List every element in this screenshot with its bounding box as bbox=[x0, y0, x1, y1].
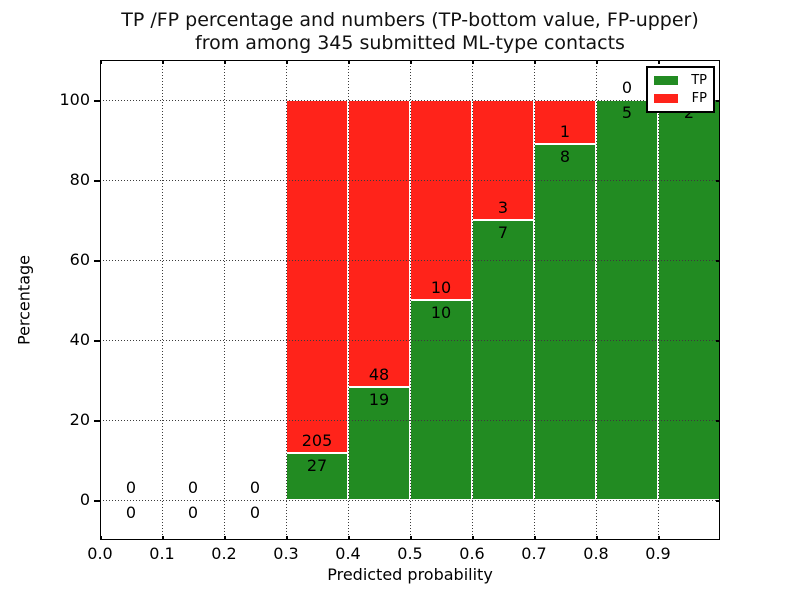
y-tick-mark-right bbox=[716, 500, 720, 502]
x-tick-label: 0.1 bbox=[149, 544, 175, 563]
gridline-vertical bbox=[224, 60, 225, 540]
fp-count-label: 205 bbox=[301, 431, 333, 451]
x-tick-mark bbox=[534, 536, 536, 540]
x-tick-label: 0.6 bbox=[459, 544, 485, 563]
x-tick-label: 0.5 bbox=[397, 544, 423, 563]
y-tick-label: 60 bbox=[69, 250, 90, 269]
fp-count-label: 0 bbox=[187, 478, 199, 497]
y-tick-mark-right bbox=[716, 260, 720, 262]
x-tick-mark-top bbox=[348, 60, 350, 64]
y-tick-label: 80 bbox=[69, 170, 90, 189]
y-tick-mark-right bbox=[716, 340, 720, 342]
y-tick-mark-right bbox=[716, 180, 720, 182]
chart-title-line2: from among 345 submitted ML-type contact… bbox=[195, 32, 625, 54]
y-tick-mark-right bbox=[716, 420, 720, 422]
y-tick-label: 20 bbox=[69, 410, 90, 429]
x-tick-label: 0.8 bbox=[583, 544, 609, 563]
y-tick-label: 40 bbox=[69, 330, 90, 349]
chart-title-line1: TP /FP percentage and numbers (TP-bottom… bbox=[121, 9, 699, 31]
x-axis-label: Predicted probability bbox=[327, 565, 493, 584]
fp-bar-segment bbox=[286, 100, 348, 454]
fp-color-swatch-icon bbox=[654, 94, 678, 103]
x-tick-label: 0.2 bbox=[211, 544, 237, 563]
x-tick-mark bbox=[596, 536, 598, 540]
tp-count-label: 7 bbox=[497, 223, 509, 242]
legend-item-fp: FP bbox=[654, 91, 707, 106]
y-tick-label: 100 bbox=[59, 90, 90, 109]
x-tick-mark-top bbox=[472, 60, 474, 64]
x-tick-label: 0.4 bbox=[335, 544, 361, 563]
fp-count-label: 1 bbox=[559, 122, 571, 142]
tp-bar-segment bbox=[534, 144, 596, 500]
gridline-vertical bbox=[410, 60, 411, 540]
tp-color-swatch-icon bbox=[654, 76, 678, 85]
fp-count-label: 0 bbox=[621, 78, 633, 97]
tp-count-label: 0 bbox=[187, 503, 199, 522]
y-tick-mark-right bbox=[716, 100, 720, 102]
gridline-vertical bbox=[286, 60, 287, 540]
fp-count-label: 10 bbox=[430, 278, 452, 297]
y-tick-mark bbox=[94, 180, 100, 182]
y-tick-mark bbox=[94, 100, 100, 102]
x-tick-mark bbox=[224, 536, 226, 540]
x-tick-label: 0.9 bbox=[645, 544, 671, 563]
legend-label-fp: FP bbox=[691, 91, 707, 106]
fp-count-label: 0 bbox=[125, 478, 137, 497]
x-tick-mark bbox=[100, 536, 102, 540]
x-tick-mark-top bbox=[658, 60, 660, 64]
x-tick-mark-top bbox=[100, 60, 102, 64]
tp-count-label: 8 bbox=[559, 147, 571, 167]
x-tick-mark bbox=[410, 536, 412, 540]
x-tick-label: 0.7 bbox=[521, 544, 547, 563]
y-tick-mark bbox=[94, 420, 100, 422]
tp-bar-segment bbox=[410, 300, 472, 500]
tp-count-label: 27 bbox=[306, 456, 328, 476]
x-tick-mark-top bbox=[224, 60, 226, 64]
fp-count-label: 3 bbox=[497, 198, 509, 217]
x-tick-mark bbox=[658, 536, 660, 540]
plot-area: 0000002052748191010371805020.00.10.20.30… bbox=[59, 60, 720, 563]
x-tick-mark-top bbox=[162, 60, 164, 64]
x-tick-mark-top bbox=[410, 60, 412, 64]
legend-item-tp: TP bbox=[654, 73, 707, 88]
tp-count-label: 0 bbox=[249, 503, 261, 522]
gridline-vertical bbox=[162, 60, 163, 540]
tp-count-label: 19 bbox=[368, 389, 390, 409]
tp-count-label: 5 bbox=[621, 103, 633, 122]
legend: TP FP bbox=[646, 66, 715, 113]
x-tick-mark-top bbox=[596, 60, 598, 64]
x-tick-label: 0.0 bbox=[87, 544, 113, 563]
y-tick-mark bbox=[94, 500, 100, 502]
tp-bar-segment bbox=[472, 220, 534, 500]
gridline-vertical bbox=[348, 60, 349, 540]
chart-title: TP /FP percentage and numbers (TP-bottom… bbox=[100, 9, 720, 55]
gridline-vertical bbox=[596, 60, 597, 540]
fp-bar-segment bbox=[410, 100, 472, 300]
x-tick-mark-top bbox=[286, 60, 288, 64]
y-axis-label: Percentage bbox=[14, 254, 34, 346]
legend-label-tp: TP bbox=[691, 73, 707, 88]
tp-bar-segment bbox=[596, 100, 658, 500]
x-tick-mark bbox=[472, 536, 474, 540]
y-tick-label: 0 bbox=[79, 490, 90, 509]
y-tick-mark bbox=[94, 340, 100, 342]
x-tick-mark-top bbox=[534, 60, 536, 64]
gridline-vertical bbox=[472, 60, 473, 540]
x-tick-mark bbox=[348, 536, 350, 540]
fp-count-label: 0 bbox=[249, 478, 261, 497]
x-tick-mark bbox=[286, 536, 288, 540]
x-tick-label: 0.3 bbox=[273, 544, 299, 563]
y-tick-mark bbox=[94, 260, 100, 262]
tp-count-label: 0 bbox=[125, 503, 137, 522]
gridline-vertical bbox=[658, 60, 659, 540]
gridline-vertical bbox=[534, 60, 535, 540]
fp-count-label: 48 bbox=[368, 364, 390, 384]
x-tick-mark bbox=[162, 536, 164, 540]
fp-bar-segment bbox=[348, 100, 410, 387]
tp-count-label: 10 bbox=[430, 303, 452, 322]
fp-bar-segment bbox=[472, 100, 534, 220]
tp-bar-segment bbox=[658, 100, 720, 500]
